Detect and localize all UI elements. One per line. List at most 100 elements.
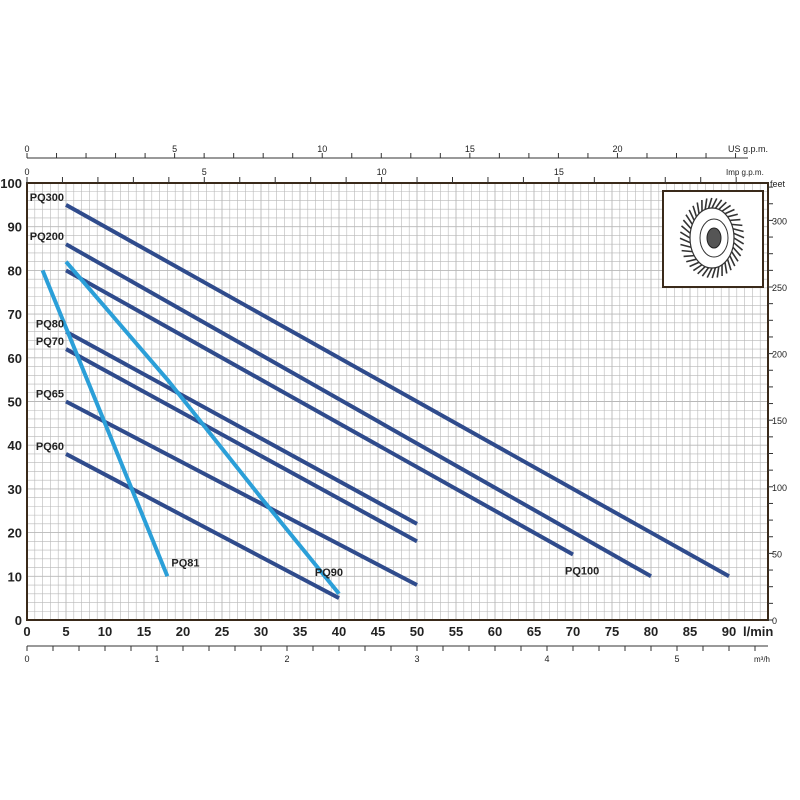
x-tick-label: 85 [683, 624, 697, 639]
x-tick-label: 45 [371, 624, 385, 639]
impeller-vane [697, 265, 706, 275]
grid [27, 183, 768, 620]
impeller-vane [692, 205, 698, 218]
y-tick-label: 70 [8, 307, 22, 322]
imp-gpm-tick-label: 15 [554, 167, 564, 177]
m3h-tick-label: 2 [284, 654, 289, 664]
us-gpm-tick-label: 10 [317, 144, 327, 154]
m3h-tick-label: 1 [154, 654, 159, 664]
impeller-vane [696, 202, 700, 214]
impeller-vane [733, 237, 745, 245]
impeller-vane [729, 218, 741, 222]
x-tick-label: 70 [566, 624, 580, 639]
impeller-vane [727, 213, 738, 218]
x-tick-label: 25 [215, 624, 229, 639]
series-label: PQ70 [36, 336, 64, 348]
impeller-vane [711, 198, 718, 209]
y-tick-label: 60 [8, 351, 22, 366]
series-line-pq65 [65, 399, 418, 587]
x-tick-label: 10 [98, 624, 112, 639]
impeller-vane [724, 262, 728, 274]
x-tick-label: 30 [254, 624, 268, 639]
imp-gpm-tick-label: 0 [24, 167, 29, 177]
impeller-vane [707, 197, 713, 209]
impeller-vane [718, 201, 727, 211]
m3h-tick-label: 0 [24, 654, 29, 664]
impeller-vane [701, 267, 710, 277]
x-tick-label: 90 [722, 624, 736, 639]
impeller-vane [716, 266, 720, 278]
impeller-image [662, 190, 764, 288]
impeller-vane [683, 254, 695, 258]
impeller-vane [732, 227, 744, 233]
us-gpm-tick-label: 0 [24, 144, 29, 154]
impeller-vane [729, 255, 736, 267]
x-tick-label: 65 [527, 624, 541, 639]
series-label: PQ100 [565, 565, 599, 577]
x-tick-label: 20 [176, 624, 190, 639]
series-label: PQ80 [36, 319, 64, 331]
series-line-pq81 [40, 269, 170, 578]
axes: 0 5 10 15 20 25 30 35 40 45 50 55 60 65 70 75 80 85 90 l/mi… [0, 144, 787, 664]
impeller-vane [732, 246, 742, 257]
series-label: PQ60 [36, 441, 64, 453]
impeller-vane [704, 198, 708, 210]
x-tick-label: 75 [605, 624, 619, 639]
us-gpm-tick-label: 5 [172, 144, 177, 154]
us-gpm-tick-label: 20 [612, 144, 622, 154]
x-tick-label: 80 [644, 624, 658, 639]
impeller-vane [711, 267, 717, 279]
series-line-pq300 [65, 203, 730, 579]
x-tick-label: 35 [293, 624, 307, 639]
impeller-vane [733, 232, 745, 239]
x-tick-label: 60 [488, 624, 502, 639]
impeller-vane [730, 251, 739, 262]
x-axis-label: l/min [743, 624, 773, 639]
x-tick-label: 15 [137, 624, 151, 639]
feet-tick-label: 250 [772, 283, 787, 293]
impeller-vane [686, 258, 697, 263]
series-label: PQ65 [36, 389, 64, 401]
us-gpm-tick-label: 15 [465, 144, 475, 154]
y-tick-label: 30 [8, 482, 22, 497]
impeller-hub [706, 227, 722, 249]
series-labels: PQ300 PQ200 PQ100 PQ80 PQ70 PQ65 PQ60 PQ81 PQ90 [30, 192, 600, 579]
imp-gpm-tick-label: 10 [377, 167, 387, 177]
series-label: PQ200 [30, 231, 64, 243]
series-line-pq200 [65, 242, 652, 579]
impeller-vane [681, 249, 693, 253]
impeller-vane [721, 204, 732, 212]
impeller-vane [680, 225, 691, 234]
imp-gpm-axis-label: Imp g.p.m. [726, 168, 764, 177]
impeller-vane [682, 219, 692, 230]
series-label: PQ300 [30, 192, 64, 204]
series-line-pq90 [64, 260, 341, 596]
impeller-vane [679, 237, 691, 244]
series [40, 203, 730, 600]
series-line-pq60 [65, 452, 340, 600]
feet-tick-label: 200 [772, 350, 787, 360]
m3h-tick-label: 4 [544, 654, 549, 664]
impeller-vane [714, 199, 723, 209]
feet-tick-label: 0 [772, 616, 777, 626]
y-tick-label: 20 [8, 526, 22, 541]
feet-tick-label: 300 [772, 216, 787, 226]
y-tick-label: 100 [0, 176, 22, 191]
feet-tick-label: 150 [772, 416, 787, 426]
impeller-vane [724, 208, 735, 215]
impeller-vane [689, 261, 700, 268]
m3h-tick-label: 3 [414, 654, 419, 664]
feet-tick-label: 50 [772, 549, 782, 559]
impeller-vane [688, 209, 695, 221]
y-tick-label: 80 [8, 263, 22, 278]
impeller-vane [733, 242, 744, 251]
y-tick-label: 50 [8, 395, 22, 410]
impeller-ring [699, 218, 729, 258]
y-tick-label: 90 [8, 220, 22, 235]
m3h-axis-label: m³/h [754, 655, 770, 664]
x-tick-label: 40 [332, 624, 346, 639]
x-tick-label: 5 [62, 624, 69, 639]
x-tick-label: 55 [449, 624, 463, 639]
x-tick-label: 0 [23, 624, 30, 639]
